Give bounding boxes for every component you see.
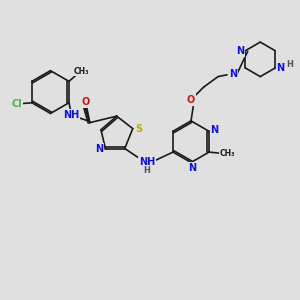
Text: O: O (81, 97, 89, 107)
Text: S: S (135, 124, 142, 134)
Text: CH₃: CH₃ (220, 149, 235, 158)
Text: H: H (286, 60, 293, 69)
Text: N: N (236, 46, 244, 56)
Text: O: O (187, 95, 195, 105)
Text: N: N (188, 163, 196, 173)
Text: N: N (95, 143, 104, 154)
Text: H: H (144, 166, 151, 175)
Text: Cl: Cl (12, 99, 22, 109)
Text: NH: NH (63, 110, 80, 120)
Text: CH₃: CH₃ (74, 67, 89, 76)
Text: NH: NH (139, 158, 155, 167)
Text: N: N (210, 125, 218, 135)
Text: N: N (277, 63, 285, 73)
Text: N: N (230, 69, 238, 79)
